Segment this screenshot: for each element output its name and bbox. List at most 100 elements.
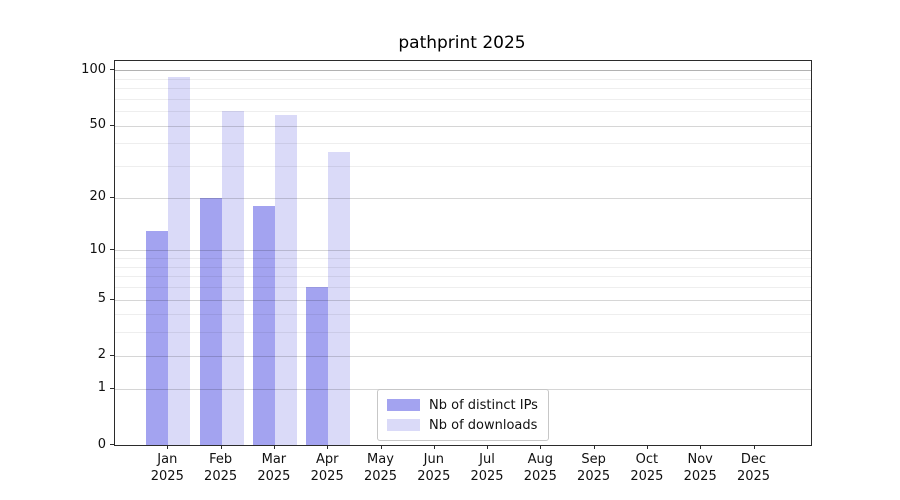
- gridline-major: [115, 197, 811, 199]
- y-tick-label: 50: [89, 117, 106, 133]
- x-tick-mark: [167, 445, 169, 449]
- x-tick-year: 2025: [577, 469, 611, 484]
- x-tick-mark: [220, 445, 222, 449]
- x-tick-month: Jul: [479, 452, 495, 467]
- x-tick-month: Mar: [261, 452, 287, 467]
- gridline-minor: [115, 314, 811, 316]
- x-tick-month: Sep: [581, 452, 606, 467]
- gridline-minor: [115, 143, 811, 145]
- gridline-minor: [115, 98, 811, 100]
- y-tick-label: 0: [97, 436, 106, 452]
- legend: Nb of distinct IPs Nb of downloads: [377, 389, 549, 441]
- bar-downloads: [221, 111, 244, 445]
- x-tick-year: 2025: [470, 469, 504, 484]
- x-tick-month: Apr: [315, 452, 339, 467]
- x-tick-month: May: [367, 452, 394, 467]
- x-tick-month: Oct: [635, 452, 659, 467]
- x-tick-label: Jul 2025: [459, 451, 515, 485]
- gridline-major: [115, 125, 811, 127]
- gridline-major: [115, 250, 811, 252]
- legend-swatch-distinct-ips: [387, 399, 420, 411]
- x-tick-year: 2025: [523, 469, 557, 484]
- y-tick-mark: [110, 387, 114, 389]
- y-tick-mark: [110, 69, 114, 71]
- y-tick-label: 10: [89, 241, 106, 257]
- x-tick-mark: [487, 445, 488, 449]
- plot-area: [114, 60, 812, 446]
- gridline-minor: [115, 276, 811, 278]
- y-tick-label: 20: [89, 189, 106, 205]
- x-tick-label: Apr 2025: [299, 451, 355, 485]
- chart-title: pathprint 2025: [398, 33, 526, 53]
- x-tick-year: 2025: [417, 469, 451, 484]
- x-tick-year: 2025: [204, 469, 238, 484]
- x-tick-mark: [327, 445, 329, 449]
- x-tick-year: 2025: [630, 469, 664, 484]
- gridline-minor: [115, 332, 811, 334]
- x-tick-label: Feb 2025: [193, 451, 249, 485]
- x-tick-year: 2025: [310, 469, 344, 484]
- gridline-minor: [115, 88, 811, 90]
- y-tick-mark: [110, 124, 114, 126]
- x-tick-mark: [646, 445, 648, 449]
- legend-item-distinct-ips: Nb of distinct IPs: [387, 397, 538, 413]
- gridline-major: [115, 70, 811, 72]
- x-tick-year: 2025: [683, 469, 717, 484]
- legend-label-downloads: Nb of downloads: [429, 417, 538, 433]
- legend-swatch-downloads: [387, 419, 420, 431]
- x-tick-mark: [753, 445, 755, 449]
- bar-downloads: [328, 151, 351, 445]
- x-tick-label: May 2025: [353, 451, 409, 485]
- bar-distinct-ips: [146, 230, 169, 445]
- x-tick-label: Mar 2025: [246, 451, 302, 485]
- y-tick-mark: [110, 249, 114, 251]
- y-tick-mark: [110, 444, 114, 445]
- gridline-minor: [115, 111, 811, 113]
- gridline-minor: [115, 266, 811, 268]
- y-tick-label: 2: [97, 347, 106, 363]
- bar-distinct-ips: [306, 287, 329, 445]
- x-tick-year: 2025: [736, 469, 771, 484]
- bar-downloads: [168, 76, 191, 445]
- x-tick-year: 2025: [150, 469, 184, 484]
- x-tick-month: Jan: [157, 452, 178, 467]
- x-tick-mark: [273, 445, 275, 449]
- bar-downloads: [274, 115, 297, 445]
- y-tick-mark: [110, 298, 114, 300]
- x-tick-month: Feb: [209, 452, 233, 467]
- x-tick-month: Jun: [423, 452, 444, 467]
- x-tick-label: Jun 2025: [406, 451, 462, 485]
- gridline-major: [115, 355, 811, 357]
- gridline-minor: [115, 258, 811, 259]
- x-tick-mark: [593, 445, 595, 449]
- gridline-minor: [115, 78, 811, 80]
- x-tick-mark: [433, 445, 435, 449]
- y-tick-label: 100: [81, 61, 106, 77]
- x-tick-mark: [540, 445, 542, 449]
- x-tick-label: Aug 2025: [512, 451, 568, 485]
- x-tick-label: Jan 2025: [139, 451, 195, 485]
- y-tick-mark: [110, 354, 114, 356]
- gridline-minor: [115, 287, 811, 288]
- x-tick-month: Nov: [687, 452, 713, 467]
- legend-item-downloads: Nb of downloads: [387, 417, 538, 433]
- y-tick-label: 5: [97, 291, 106, 306]
- bar-distinct-ips: [252, 205, 275, 445]
- gridline-major: [115, 299, 811, 301]
- gridline-minor: [115, 166, 811, 168]
- x-tick-label: Nov 2025: [672, 451, 728, 485]
- y-tick-label: 1: [97, 380, 106, 396]
- x-tick-label: Sep 2025: [566, 451, 622, 485]
- x-tick-label: Oct 2025: [619, 451, 675, 485]
- x-tick-mark: [700, 445, 702, 449]
- x-tick-year: 2025: [257, 469, 291, 484]
- x-tick-mark: [380, 445, 382, 449]
- y-tick-mark: [110, 196, 114, 198]
- x-tick-label: Dec 2025: [726, 451, 782, 485]
- bar-distinct-ips: [199, 197, 222, 445]
- legend-label-distinct-ips: Nb of distinct IPs: [429, 397, 538, 413]
- x-tick-month: Aug: [527, 452, 553, 467]
- x-tick-month: Dec: [740, 452, 767, 467]
- x-tick-year: 2025: [363, 469, 398, 484]
